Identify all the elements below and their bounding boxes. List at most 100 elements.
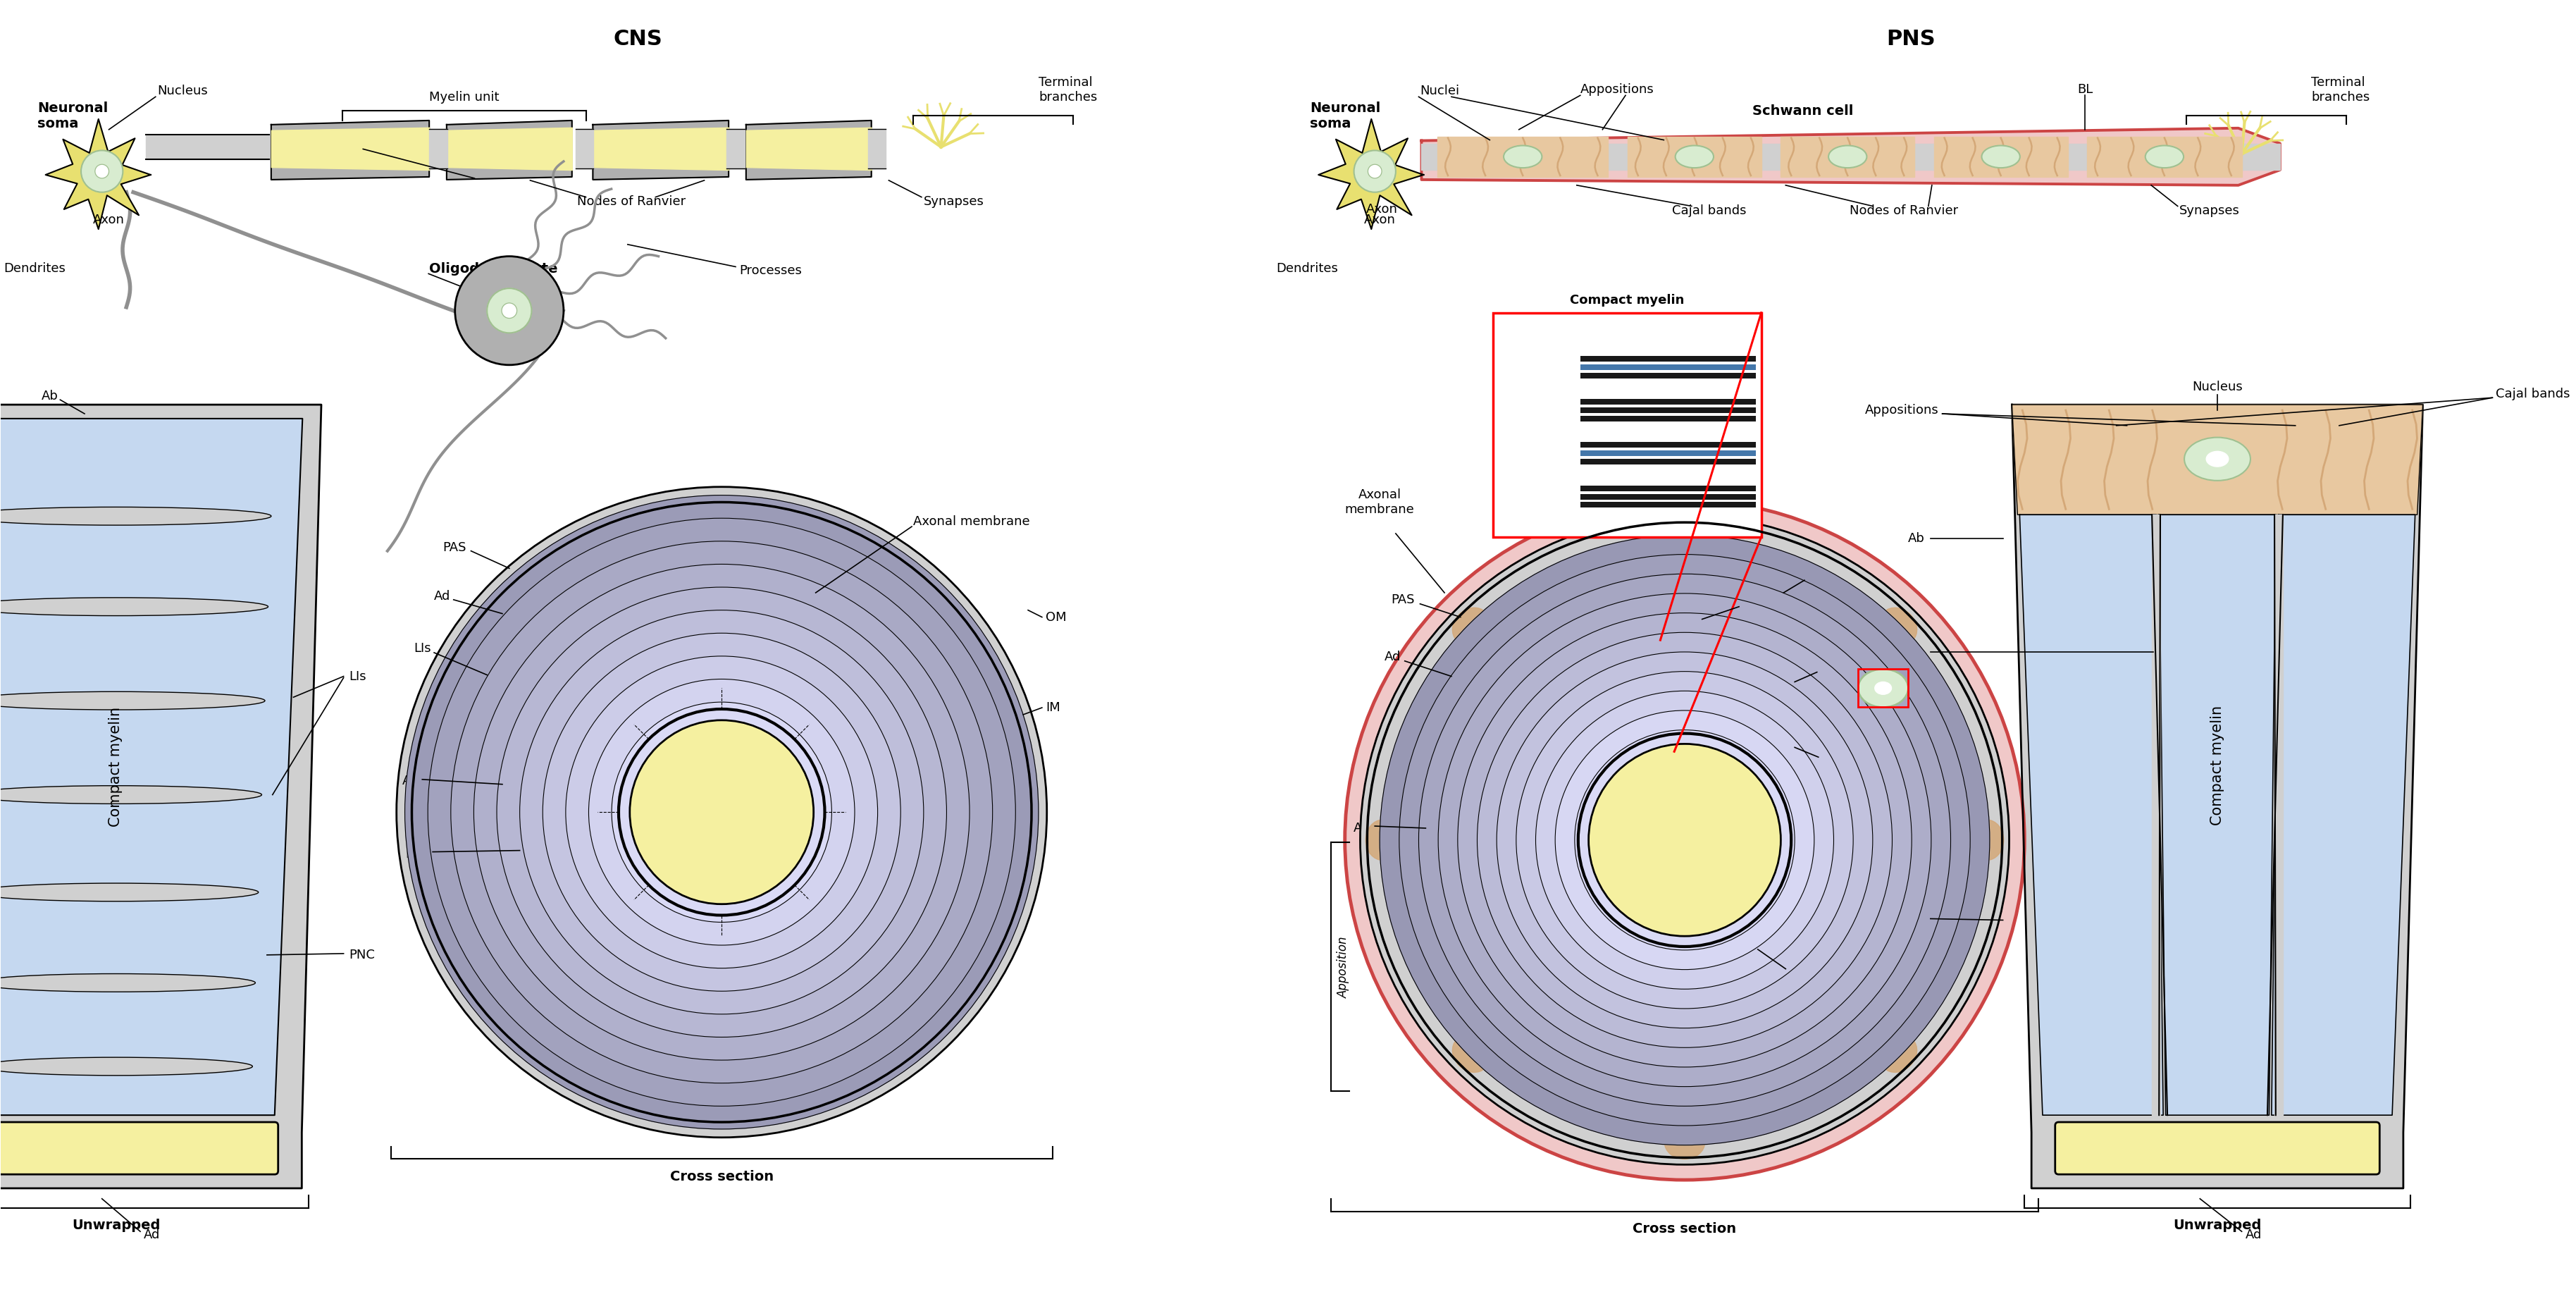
Text: OM: OM (1046, 611, 1066, 624)
Ellipse shape (1981, 145, 2020, 168)
Ellipse shape (0, 786, 263, 804)
FancyBboxPatch shape (2056, 1122, 2380, 1174)
Polygon shape (0, 405, 322, 1189)
Circle shape (1589, 744, 1780, 937)
FancyBboxPatch shape (1579, 442, 1757, 448)
Text: LIs: LIs (415, 642, 430, 655)
Text: Ad: Ad (144, 1229, 160, 1242)
Text: Axonal membrane: Axonal membrane (912, 516, 1030, 527)
Text: Ad: Ad (433, 590, 451, 603)
Ellipse shape (1971, 820, 2004, 860)
FancyBboxPatch shape (1579, 416, 1757, 421)
Ellipse shape (1664, 521, 1705, 555)
Text: Nuclei: Nuclei (1419, 84, 1461, 97)
Text: Unwrapped: Unwrapped (2174, 1218, 2262, 1233)
Polygon shape (2272, 514, 2416, 1115)
Ellipse shape (1453, 1035, 1489, 1072)
Text: RCs: RCs (404, 847, 430, 860)
Circle shape (611, 701, 832, 922)
Polygon shape (1422, 129, 2280, 186)
Circle shape (487, 288, 531, 333)
Text: IPL: IPL (1504, 404, 1520, 414)
Circle shape (80, 151, 124, 192)
Circle shape (1458, 613, 1911, 1066)
Text: Ab: Ab (1909, 533, 1924, 544)
Circle shape (1355, 151, 1396, 192)
Circle shape (1517, 672, 1852, 1008)
Text: PNC: PNC (350, 948, 376, 961)
Text: Synapses: Synapses (2179, 205, 2239, 217)
Text: Neuronal
soma: Neuronal soma (1311, 101, 1381, 131)
Ellipse shape (1880, 1035, 1917, 1072)
Text: OM: OM (1811, 569, 1832, 582)
Circle shape (1419, 574, 1950, 1105)
Text: Dendrites: Dendrites (3, 262, 64, 275)
Text: Unwrapped: Unwrapped (72, 1218, 160, 1233)
Text: LIs: LIs (350, 670, 366, 683)
FancyBboxPatch shape (1579, 486, 1757, 491)
Circle shape (1381, 535, 1989, 1146)
Circle shape (95, 165, 108, 178)
Text: IM: IM (1824, 661, 1837, 674)
Ellipse shape (1857, 669, 1909, 708)
Text: Axon: Axon (93, 214, 124, 226)
Ellipse shape (2184, 438, 2251, 481)
Ellipse shape (1504, 145, 1543, 168)
Polygon shape (0, 418, 301, 1115)
Circle shape (502, 303, 518, 318)
Ellipse shape (0, 974, 255, 992)
Text: Apposition: Apposition (1337, 937, 1350, 999)
Ellipse shape (2205, 451, 2228, 466)
Ellipse shape (0, 598, 268, 616)
Text: Terminal
branches: Terminal branches (1038, 77, 1097, 104)
Polygon shape (1319, 120, 1425, 229)
Text: Cajal
bands: Cajal bands (1790, 963, 1829, 990)
Text: PAS: PAS (443, 542, 466, 553)
Text: Oligodendrocyte: Oligodendrocyte (430, 262, 559, 275)
FancyBboxPatch shape (1579, 451, 1757, 456)
Text: BL: BL (1824, 753, 1839, 766)
Circle shape (1476, 633, 1893, 1047)
Text: PAS: PAS (1391, 594, 1414, 607)
Text: MDL: MDL (1497, 360, 1520, 372)
FancyBboxPatch shape (1494, 313, 1762, 536)
Ellipse shape (1875, 682, 1891, 695)
Circle shape (474, 564, 969, 1060)
Text: SLI: SLI (1906, 646, 1924, 659)
Polygon shape (46, 120, 149, 229)
Text: Nucleus: Nucleus (157, 84, 209, 97)
Circle shape (456, 256, 564, 365)
Ellipse shape (1674, 145, 1713, 168)
Ellipse shape (1365, 820, 1399, 860)
Text: Cajal bands: Cajal bands (2496, 388, 2571, 400)
Text: Compact myelin: Compact myelin (1569, 294, 1685, 307)
Circle shape (590, 679, 855, 946)
Circle shape (1574, 730, 1795, 950)
Polygon shape (2159, 514, 2275, 1115)
Text: Terminal
branches: Terminal branches (2311, 77, 2370, 104)
Ellipse shape (1664, 1126, 1705, 1159)
Circle shape (520, 611, 925, 1015)
FancyBboxPatch shape (1579, 364, 1757, 370)
Circle shape (1345, 500, 2025, 1179)
Text: Ab: Ab (41, 390, 59, 403)
FancyBboxPatch shape (0, 1122, 278, 1174)
Text: Cross section: Cross section (670, 1170, 773, 1183)
Circle shape (397, 487, 1046, 1138)
Text: Axon: Axon (703, 805, 739, 820)
Polygon shape (2020, 514, 2164, 1115)
Ellipse shape (1453, 608, 1489, 644)
Circle shape (629, 720, 814, 904)
Text: Ad: Ad (1383, 651, 1401, 664)
Text: PNC: PNC (1899, 913, 1924, 926)
Circle shape (567, 656, 878, 968)
Text: Nucleus: Nucleus (2192, 381, 2244, 394)
Circle shape (428, 518, 1015, 1105)
FancyBboxPatch shape (1579, 503, 1757, 508)
Text: Ad: Ad (2246, 1229, 2262, 1242)
Polygon shape (270, 121, 430, 179)
Circle shape (497, 587, 945, 1037)
Text: Processes: Processes (739, 265, 801, 277)
Polygon shape (2012, 405, 2424, 1189)
Text: Axon: Axon (98, 1142, 134, 1155)
